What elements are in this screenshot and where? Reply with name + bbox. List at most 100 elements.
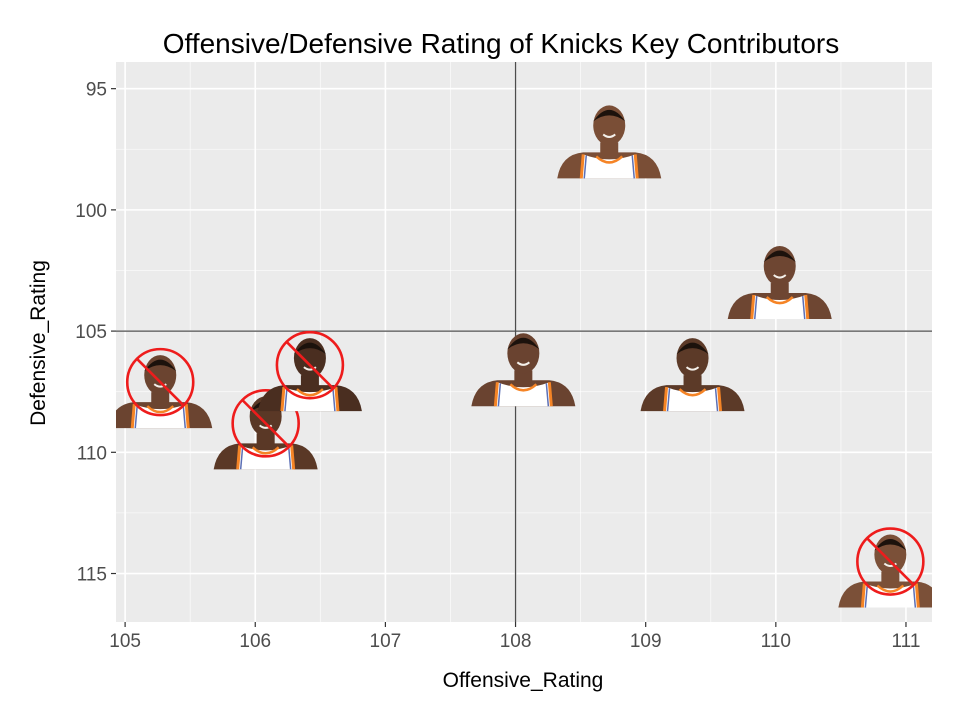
player-hair — [763, 250, 796, 263]
jersey-collar — [146, 405, 175, 414]
prohibited-slash — [135, 357, 185, 407]
jersey-trim-inner-right — [182, 405, 186, 429]
jersey-trim-inner-left — [239, 446, 244, 470]
y-tick-label: 95 — [86, 80, 107, 101]
jersey-trim-inner-left — [134, 405, 138, 429]
jersey-trim-right — [547, 382, 553, 407]
jersey-trim-inner-left — [497, 383, 502, 407]
jersey-trim-inner-left — [753, 295, 758, 320]
player-jersey — [751, 295, 808, 320]
prohibited-icon — [125, 347, 195, 417]
jersey-trim-inner-left — [666, 388, 671, 412]
y-axis-ticks: 95 100 105 110 115 — [75, 80, 116, 586]
y-axis-title: Defensive_Rating — [27, 260, 50, 426]
jersey-trim-left — [579, 154, 585, 179]
x-tick-label: 107 — [370, 631, 402, 652]
x-axis-ticks: 105 106 107 108 109 110 111 — [109, 622, 920, 652]
player-smile — [259, 424, 273, 429]
jersey-collar — [251, 446, 280, 455]
jersey-trim-right — [334, 387, 340, 412]
player-smile — [602, 133, 616, 138]
x-tick-label: 105 — [109, 631, 141, 652]
jersey-collar — [678, 388, 707, 397]
player-hair — [293, 342, 326, 355]
jersey-trim-inner-right — [714, 388, 719, 412]
prohibited-circle — [125, 347, 195, 417]
player-smile — [303, 366, 317, 371]
player-neck — [256, 433, 275, 450]
y-tick-label: 100 — [75, 201, 107, 222]
jersey-trim-right — [184, 403, 190, 429]
player-smile — [883, 562, 897, 568]
player-smile — [153, 383, 167, 388]
jersey-trim-inner-left — [583, 155, 587, 179]
data-points — [116, 105, 932, 608]
jersey-trim-left — [236, 445, 242, 470]
player-neck — [300, 375, 319, 392]
prohibited-slash — [241, 399, 290, 448]
jersey-collar — [765, 296, 794, 305]
jersey-trim-left — [130, 403, 136, 429]
player-smile — [773, 274, 787, 279]
player-hair — [874, 539, 907, 551]
jersey-collar — [595, 155, 624, 164]
y-tick-label: 105 — [75, 322, 107, 343]
jersey-trim-left — [493, 382, 499, 407]
player-smile — [516, 361, 530, 366]
prohibited-circle — [275, 330, 345, 400]
y-tick-label: 110 — [77, 443, 107, 464]
y-tick-label: 115 — [77, 565, 107, 586]
jersey-trim-inner-right — [801, 295, 806, 320]
prohibited-icon — [856, 527, 925, 596]
player-neck — [514, 370, 533, 387]
chart-title: Offensive/Defensive Rating of Knicks Key… — [163, 28, 839, 59]
player-headshot-icon — [640, 338, 745, 412]
player-neck — [683, 375, 702, 392]
jersey-trim-inner-left — [284, 388, 288, 412]
jersey-trim-right — [804, 294, 810, 320]
player-neck — [881, 571, 900, 588]
player-neck — [600, 142, 619, 159]
x-tick-label: 111 — [892, 631, 921, 652]
prohibited-slash — [285, 340, 335, 390]
x-tick-label: 110 — [761, 631, 791, 652]
jersey-trim-inner-right — [631, 155, 635, 179]
jersey-trim-left — [280, 387, 286, 412]
x-tick-label: 109 — [630, 631, 662, 652]
jersey-collar — [876, 584, 905, 593]
jersey-trim-right — [633, 154, 639, 179]
jersey-trim-inner-right — [545, 383, 550, 407]
player-hair — [507, 337, 540, 350]
jersey-collar — [509, 383, 538, 392]
player-hair — [144, 359, 177, 372]
jersey-collar — [296, 388, 324, 397]
jersey-trim-right — [290, 445, 296, 470]
prohibited-slash — [866, 537, 915, 586]
player-jersey — [581, 154, 638, 179]
jersey-trim-left — [860, 583, 866, 608]
jersey-trim-inner-right — [912, 584, 917, 608]
player-hair — [593, 109, 626, 122]
player-neck — [151, 392, 170, 409]
prohibited-circle — [231, 389, 300, 458]
x-tick-label: 108 — [500, 631, 532, 652]
prohibited-circle — [856, 527, 925, 596]
player-headshot-icon — [557, 105, 662, 179]
jersey-trim-inner-right — [332, 388, 336, 412]
x-axis-title: Offensive_Rating — [443, 669, 604, 692]
prohibited-icon — [275, 330, 345, 400]
prohibited-icon — [231, 389, 300, 458]
jersey-trim-inner-right — [287, 446, 292, 470]
jersey-trim-right — [914, 583, 920, 608]
player-neck — [770, 283, 789, 300]
player-hair — [676, 342, 709, 355]
jersey-trim-inner-left — [864, 584, 869, 608]
x-tick-label: 106 — [239, 631, 271, 652]
player-jersey — [664, 387, 721, 412]
player-jersey — [495, 382, 552, 407]
player-headshot-icon — [471, 333, 576, 407]
player-headshot-icon — [727, 246, 832, 320]
grid-minor-lines — [116, 62, 932, 622]
player-smile — [685, 366, 700, 371]
